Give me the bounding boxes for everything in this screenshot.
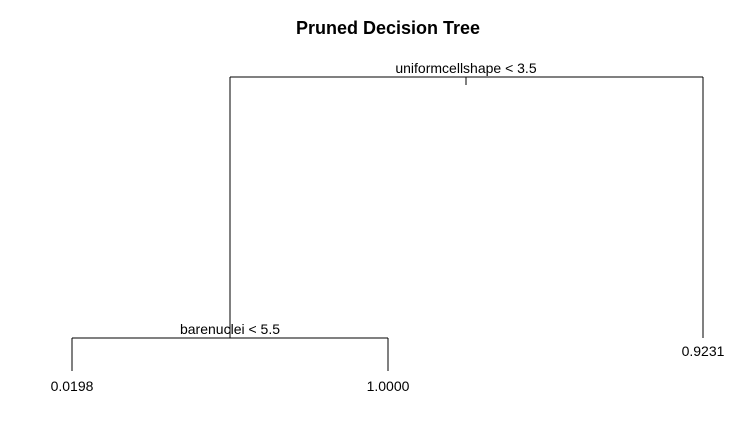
tree-title: Pruned Decision Tree [296, 18, 480, 38]
leaf-left-right: 1.0000 [367, 378, 410, 394]
left-split-node: barenuclei < 5.5 [71, 321, 389, 371]
root-split-node: uniformcellshape < 3.5 [229, 60, 704, 338]
leaf-left-left: 0.0198 [51, 378, 94, 394]
left-split-label: barenuclei < 5.5 [180, 321, 280, 337]
root-split-label: uniformcellshape < 3.5 [395, 60, 536, 76]
leaf-right: 0.9231 [682, 343, 725, 359]
